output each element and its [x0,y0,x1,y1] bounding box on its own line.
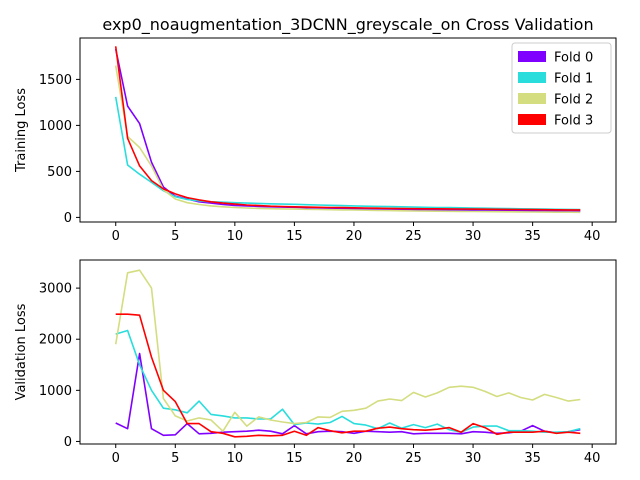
validation-x-tick-label: 35 [524,451,541,466]
training-y-tick-label: 0 [64,211,72,226]
validation-x-tick-label: 0 [112,451,120,466]
validation-x-tick-label: 15 [286,451,303,466]
legend-label-fold-0: Fold 0 [554,51,593,66]
training-series-fold-1 [114,96,581,211]
validation-series-fold-1 [115,329,581,434]
training-axes-frame [79,37,617,223]
validation-y-tick-label: 1000 [39,384,72,399]
training-y-tick-label: 1500 [39,73,72,88]
legend: Fold 0 Fold 1 Fold 2 Fold 3 [511,42,612,134]
training-x-tick-label: 15 [286,229,303,244]
validation-x-tick-label: 20 [346,451,363,466]
training-y-tick-label: 500 [47,165,72,180]
validation-y-axis-label: Validation Loss [14,303,29,400]
validation-x-tick-label: 40 [584,451,601,466]
validation-x-tick-label: 5 [171,451,179,466]
legend-label-fold-1: Fold 1 [554,72,593,87]
training-series-fold-2 [114,65,581,214]
training-y-axis-label: Training Loss [14,88,29,173]
training-x-tick-label: 30 [465,229,482,244]
legend-swatch-fold-0 [518,51,546,62]
training-x-tick-label: 35 [524,229,541,244]
training-x-tick-label: 20 [346,229,363,244]
validation-series-fold-3 [115,313,581,438]
validation-loss-plot: 0 5 10 15 20 25 30 35 40 0 1000 2000 3000 Validation … [14,259,617,466]
legend-swatch-fold-1 [518,72,546,83]
validation-x-tick-label: 30 [465,451,482,466]
training-x-tick-label: 10 [227,229,244,244]
validation-y-tick-label: 2000 [39,333,72,348]
validation-axes-frame [79,259,617,445]
training-x-tick-label: 0 [112,229,120,244]
legend-box [511,42,612,134]
validation-y-tick-label: 3000 [39,282,72,297]
training-x-tick-label: 40 [584,229,601,244]
training-x-tick-label: 25 [405,229,422,244]
validation-x-tick-label: 10 [227,451,244,466]
chart-title: exp0_noaugmentation_3DCNN_greyscale_on C… [102,15,593,35]
validation-y-tick-label: 0 [64,435,72,450]
training-series-fold-3 [114,46,581,211]
legend-label-fold-2: Fold 2 [554,93,593,108]
validation-series-fold-2 [114,269,581,433]
legend-swatch-fold-3 [518,114,546,125]
training-loss-plot: 0 5 10 15 20 25 30 35 40 0 500 1000 1500 Training Los… [14,37,617,244]
legend-label-fold-3: Fold 3 [554,114,593,129]
training-series-fold-0 [114,48,581,212]
training-y-tick-label: 1000 [39,119,72,134]
legend-swatch-fold-2 [518,93,546,104]
validation-x-tick-label: 25 [405,451,422,466]
training-x-tick-label: 5 [171,229,179,244]
